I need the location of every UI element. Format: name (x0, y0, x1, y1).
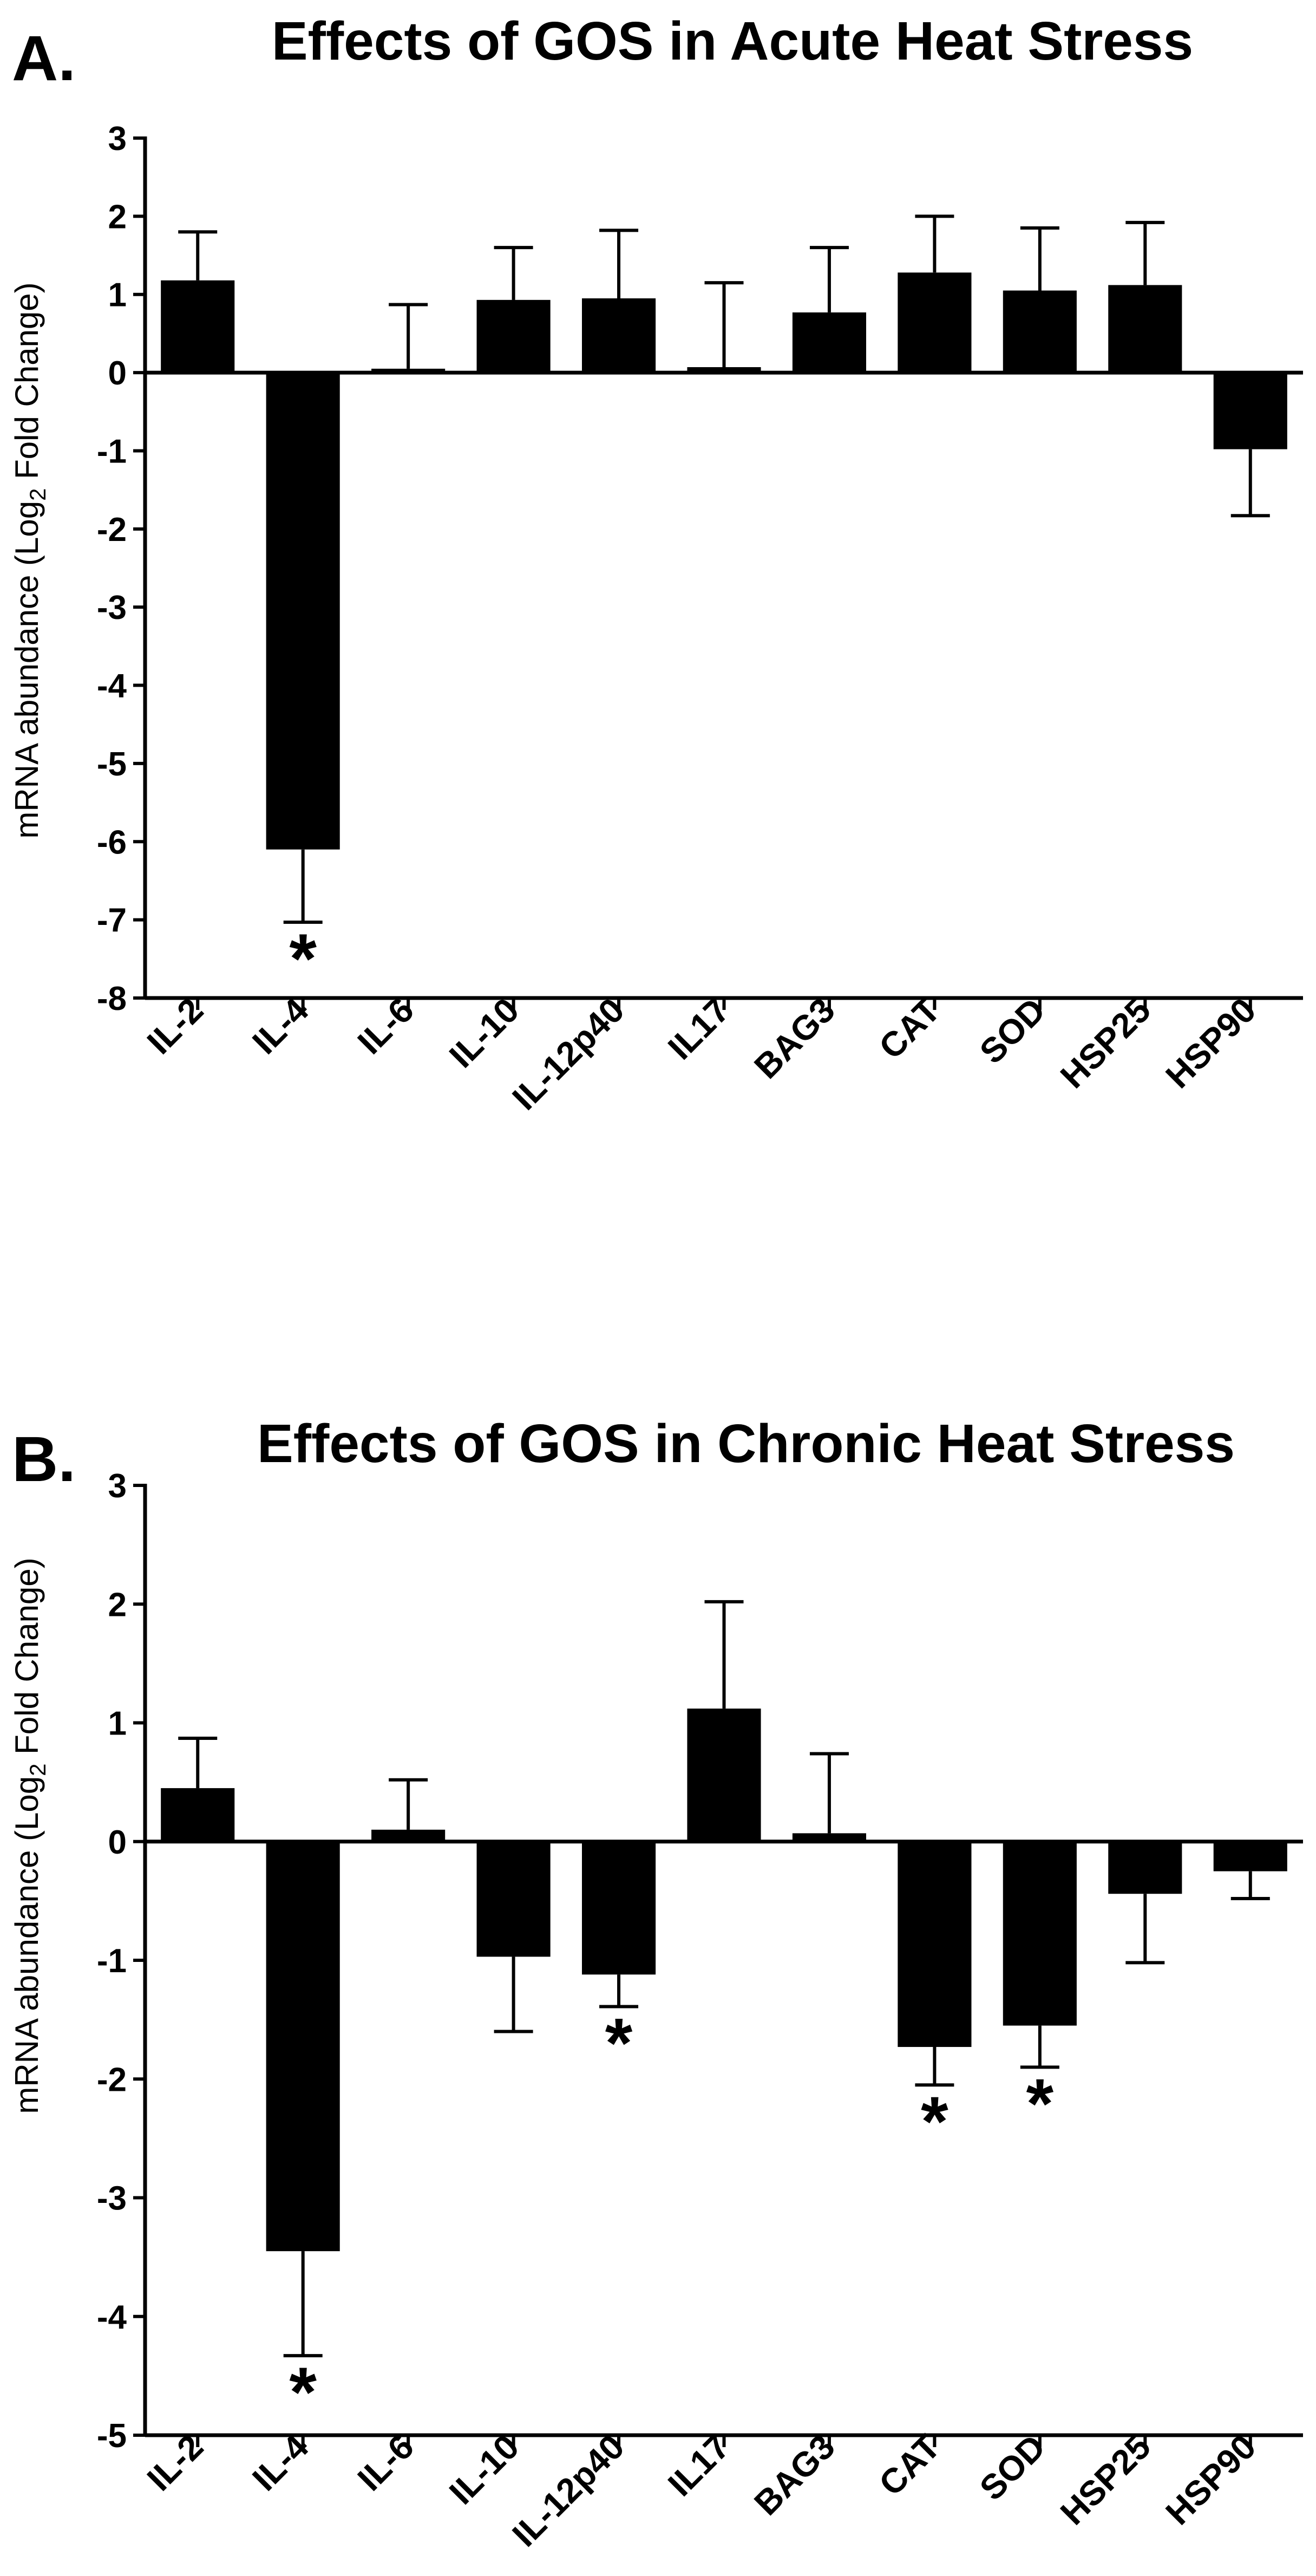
y-tick-label: -7 (97, 902, 127, 940)
bar-il-10 (476, 1841, 551, 1957)
bar-il17 (687, 1708, 761, 1842)
error-bar-il17 (704, 1600, 744, 1709)
error-bar-sod (1020, 2025, 1059, 2069)
y-tick-label: 3 (108, 1468, 127, 1505)
error-bar-il-2 (178, 230, 218, 281)
error-bar-hsp90 (1230, 1871, 1270, 1900)
bar-il-6 (371, 1829, 446, 1842)
error-bars (178, 214, 1270, 924)
y-tick-label: -3 (97, 2180, 127, 2218)
y-tick-label: -2 (97, 511, 127, 549)
error-bars (178, 1600, 1270, 2358)
bars (161, 1708, 1287, 2252)
bar-il-4 (266, 373, 340, 850)
bar-il-4 (266, 1841, 340, 2252)
error-bar-hsp25 (1125, 1894, 1165, 1965)
significance-star: * (289, 919, 317, 998)
y-tick-label: 1 (108, 277, 127, 314)
bar-hsp90 (1213, 1841, 1287, 1871)
bar-bag3 (792, 1833, 867, 1842)
y-tick-label: 2 (108, 1586, 127, 1623)
y-axis-label-main: mRNA abundance (Log (9, 1776, 45, 2114)
error-bar-hsp25 (1125, 220, 1165, 285)
significance-markers: * * * * (289, 2004, 1053, 2432)
bar-il17 (687, 367, 761, 373)
bar-sod (1003, 290, 1077, 373)
y-tick-label: -4 (97, 2299, 127, 2336)
y-axis-label: mRNA abundance (Log2 Fold Change) (9, 282, 50, 838)
significance-star: * (1026, 2064, 1054, 2143)
significance-star: * (921, 2082, 948, 2161)
chart-title: Effects of GOS in Chronic Heat Stress (257, 1413, 1235, 1474)
significance-markers: * (289, 919, 317, 998)
error-bar-il-4 (283, 849, 323, 924)
panel-label: A. (12, 23, 76, 94)
error-bar-il-12p40 (599, 229, 639, 298)
bars (161, 272, 1287, 850)
bar-il-12p40 (581, 298, 656, 373)
y-axis-label-end: Fold Change) (9, 1557, 45, 1763)
bar-hsp90 (1213, 373, 1287, 449)
error-bar-sod (1020, 226, 1059, 291)
error-bar-cat (915, 2047, 954, 2087)
y-tick-label: -4 (97, 668, 127, 705)
error-bar-il-10 (494, 246, 533, 300)
significance-star: * (605, 2004, 633, 2083)
bar-il-2 (161, 1788, 235, 1842)
error-bar-il17 (704, 281, 744, 367)
bar-bag3 (792, 312, 867, 373)
y-tick-label: -3 (97, 589, 127, 627)
y-tick-label: 2 (108, 198, 127, 236)
error-bar-bag3 (809, 1752, 849, 1834)
bar-il-6 (371, 368, 446, 373)
y-axis-label-subscript: 2 (25, 1764, 50, 1776)
error-bar-il-12p40 (599, 1974, 639, 2008)
y-tick-label: 0 (108, 1824, 127, 1861)
bar-hsp25 (1108, 1841, 1182, 1894)
y-tick-label: -5 (97, 746, 127, 783)
bar-il-10 (476, 299, 551, 373)
y-tick-label: -6 (97, 824, 127, 861)
bar-cat (898, 272, 972, 373)
y-axis-ticks: 3 2 1 0 -1 -2 -3 -4 -5 (97, 1468, 145, 2455)
axes (143, 1484, 1303, 2447)
error-bar-bag3 (809, 246, 849, 312)
panel-label: B. (12, 1424, 76, 1495)
y-tick-label: -1 (97, 1942, 127, 1980)
error-bar-il-6 (389, 303, 428, 369)
error-bar-il-10 (494, 1957, 533, 2033)
y-axis-label-subscript: 2 (25, 488, 50, 501)
y-tick-label: 3 (108, 120, 127, 158)
y-tick-label: 1 (108, 1705, 127, 1743)
error-bar-il-6 (389, 1778, 428, 1830)
bar-sod (1003, 1841, 1077, 2026)
error-bar-il-4 (283, 2251, 323, 2358)
significance-star: * (289, 2352, 317, 2431)
y-axis-label: mRNA abundance (Log2 Fold Change) (9, 1557, 50, 2114)
y-axis-label-main: mRNA abundance (Log (9, 501, 45, 839)
error-bar-il-2 (178, 1737, 218, 1789)
error-bar-cat (915, 214, 954, 273)
error-bar-hsp90 (1230, 449, 1270, 518)
y-axis-ticks: 3 2 1 0 -1 -2 -3 -4 -5 -6 -7 -8 (97, 120, 145, 1018)
y-tick-label: -8 (97, 980, 127, 1018)
bar-il-12p40 (581, 1841, 656, 1975)
bar-cat (898, 1841, 972, 2047)
y-tick-label: -5 (97, 2417, 127, 2455)
y-tick-label: -1 (97, 433, 127, 470)
chart-title: Effects of GOS in Acute Heat Stress (272, 11, 1193, 71)
y-tick-label: -2 (97, 2061, 127, 2098)
axes (143, 136, 1303, 1010)
y-axis-label-end: Fold Change) (9, 282, 45, 488)
y-tick-label: 0 (108, 355, 127, 392)
bar-hsp25 (1108, 285, 1182, 373)
bar-il-2 (161, 280, 235, 373)
